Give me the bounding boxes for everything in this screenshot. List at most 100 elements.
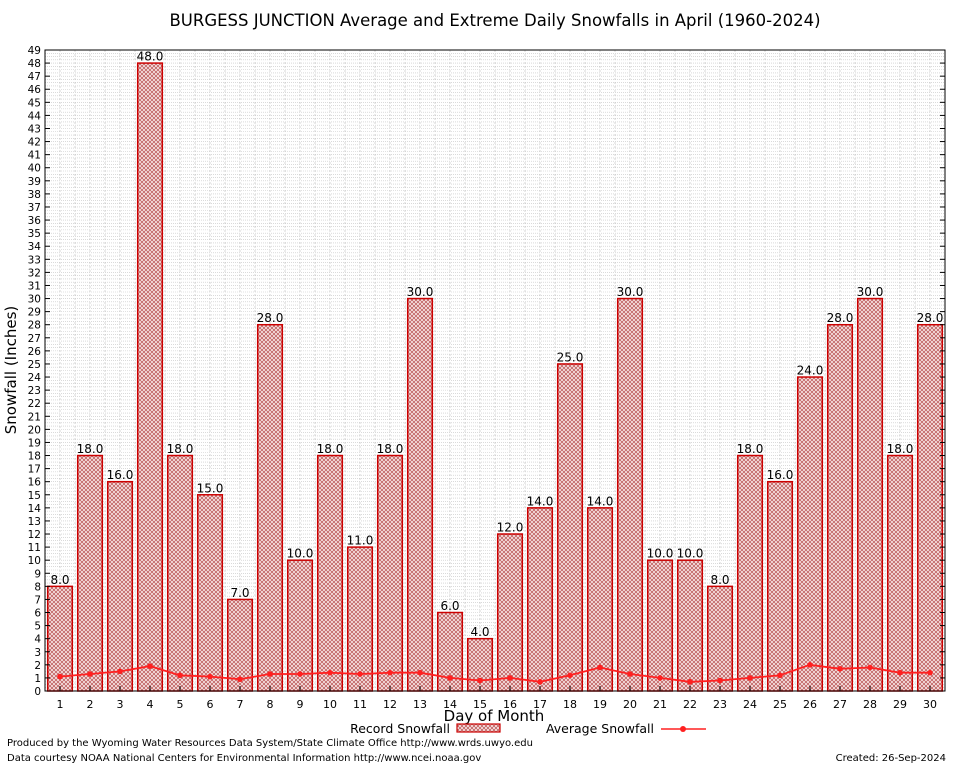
y-tick-label: 23 (28, 385, 41, 397)
y-tick-label: 30 (28, 294, 41, 306)
y-tick-label: 22 (28, 398, 41, 410)
x-tick-label: 10 (323, 698, 337, 711)
y-tick-label: 8 (34, 581, 41, 593)
x-tick-label: 14 (443, 698, 457, 711)
y-tick-label: 36 (28, 215, 42, 227)
average-point (357, 671, 363, 677)
average-point (177, 672, 183, 679)
x-tick-label: 25 (773, 698, 787, 711)
average-point (447, 675, 453, 681)
average-point (297, 671, 303, 677)
bar-value-label: 18.0 (737, 442, 764, 456)
footer-produced-by: Produced by the Wyoming Water Resources … (7, 738, 533, 749)
bar-day-24 (736, 454, 764, 692)
bar-value-label: 8.0 (710, 573, 729, 587)
legend-record-label: Record Snowfall (350, 721, 450, 736)
average-point (207, 673, 213, 680)
y-tick-label: 6 (34, 608, 41, 620)
y-axis-ticks: 0123456789101112131415161718192021222324… (28, 45, 945, 698)
bar-value-label: 30.0 (407, 285, 434, 299)
y-tick-label: 5 (34, 621, 41, 633)
y-tick-label: 16 (28, 477, 42, 489)
y-tick-label: 40 (28, 163, 41, 175)
x-tick-label: 17 (533, 698, 547, 711)
x-tick-label: 16 (503, 698, 517, 711)
bar-day-13 (406, 297, 434, 692)
bar-value-label: 11.0 (347, 534, 374, 548)
bar-day-30 (916, 323, 944, 692)
bar-day-12 (376, 454, 404, 692)
bar-day-16 (496, 533, 524, 692)
average-point (717, 677, 723, 684)
y-tick-label: 38 (28, 189, 41, 201)
y-tick-label: 49 (28, 45, 41, 57)
average-point (477, 677, 483, 684)
average-point (777, 672, 783, 679)
bar-value-label: 10.0 (647, 547, 674, 561)
bar-day-29 (886, 454, 914, 692)
average-point (747, 675, 753, 681)
bar-value-label: 14.0 (587, 494, 614, 508)
x-tick-label: 3 (117, 698, 124, 711)
bar-value-label: 18.0 (77, 442, 104, 456)
y-tick-label: 21 (28, 411, 41, 423)
y-tick-label: 20 (28, 424, 41, 436)
y-tick-label: 28 (28, 320, 41, 332)
y-axis-label: Snowfall (Inches) (2, 306, 20, 434)
y-tick-label: 29 (28, 307, 41, 319)
bar-value-label: 18.0 (887, 442, 914, 456)
y-tick-label: 15 (28, 490, 41, 502)
bar-day-17 (526, 507, 554, 692)
bar-day-18 (556, 363, 584, 692)
y-tick-label: 46 (28, 84, 42, 96)
x-tick-label: 9 (297, 698, 304, 711)
average-point (417, 669, 423, 676)
y-tick-label: 34 (28, 241, 42, 253)
average-point (687, 679, 693, 685)
y-tick-label: 2 (34, 660, 41, 672)
x-tick-label: 6 (207, 698, 214, 711)
bar-day-6 (196, 494, 224, 692)
average-point (567, 672, 573, 679)
x-tick-label: 8 (267, 698, 274, 711)
x-tick-label: 4 (147, 698, 154, 711)
y-tick-label: 47 (28, 71, 41, 83)
bar-day-4 (136, 62, 164, 692)
x-tick-label: 20 (623, 698, 637, 711)
y-tick-label: 44 (28, 110, 42, 122)
y-tick-label: 19 (28, 437, 41, 449)
bar-value-label: 28.0 (257, 311, 284, 325)
y-tick-label: 18 (28, 451, 41, 463)
bar-day-5 (166, 454, 194, 692)
bar-value-label: 16.0 (107, 468, 134, 482)
y-tick-label: 0 (34, 686, 41, 698)
bar-value-label: 7.0 (230, 586, 249, 600)
bar-day-11 (346, 546, 374, 692)
y-tick-label: 37 (28, 202, 41, 214)
x-tick-label: 19 (593, 698, 607, 711)
x-tick-label: 22 (683, 698, 697, 711)
y-tick-label: 11 (28, 542, 41, 554)
y-tick-label: 24 (28, 372, 42, 384)
y-tick-label: 42 (28, 137, 41, 149)
bar-value-label: 48.0 (137, 50, 164, 64)
x-tick-label: 21 (653, 698, 667, 711)
x-tick-label: 18 (563, 698, 577, 711)
bar-day-22 (676, 559, 704, 692)
bar-value-label: 24.0 (797, 364, 824, 378)
average-line (59, 663, 930, 683)
average-point (87, 671, 93, 677)
y-tick-label: 43 (28, 123, 41, 135)
bar-value-label: 18.0 (167, 442, 194, 456)
y-tick-label: 9 (34, 568, 41, 580)
y-tick-label: 26 (28, 346, 42, 358)
average-point (927, 669, 933, 676)
average-point (117, 668, 123, 675)
average-point (867, 664, 873, 671)
average-point (237, 676, 243, 683)
average-point (387, 669, 393, 676)
y-tick-label: 4 (34, 634, 41, 646)
legend: Record Snowfall Average Snowfall (350, 721, 706, 736)
bar-value-label: 28.0 (917, 311, 944, 325)
